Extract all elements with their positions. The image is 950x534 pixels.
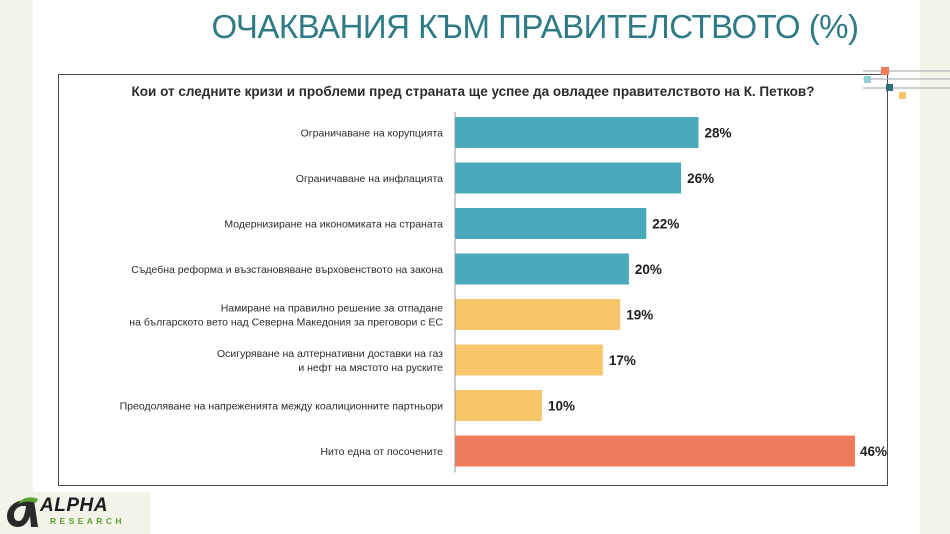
category-label: Осигуряване на алтернативни доставки на … xyxy=(217,348,443,360)
category-label: Нито една от посочените xyxy=(320,446,443,458)
data-label: 28% xyxy=(704,126,731,141)
bar xyxy=(455,344,603,376)
category-label: Съдебна реформа и възстановяване върхове… xyxy=(131,264,443,276)
data-label: 19% xyxy=(626,308,653,323)
bar xyxy=(455,390,542,421)
bar xyxy=(455,162,682,194)
left-margin-band xyxy=(0,0,33,534)
data-label: 20% xyxy=(635,262,662,277)
alpha-research-logo: ALPHA RESEARCH xyxy=(0,492,150,534)
corner-decoration xyxy=(863,67,950,99)
alpha-logo-icon xyxy=(7,497,38,527)
bar xyxy=(455,117,699,148)
category-label: Преодоляване на напреженията между коали… xyxy=(120,401,444,413)
data-label: 17% xyxy=(609,353,636,368)
data-label: 10% xyxy=(548,399,575,414)
page-title: ОЧАКВАНИЯ КЪМ ПРАВИТЕЛСТВОТО (%) xyxy=(211,8,859,45)
bar xyxy=(455,208,647,239)
data-label: 26% xyxy=(687,171,714,186)
category-label: Ограничаване на корупцията xyxy=(301,128,444,140)
category-label: Модернизиране на икономиката на страната xyxy=(224,219,443,231)
bar xyxy=(455,435,855,467)
category-label: Намиране на правилно решение за отпадане xyxy=(221,303,443,315)
chart-title: Кои от следните кризи и проблеми пред ст… xyxy=(131,84,815,99)
logo-name: ALPHA xyxy=(40,495,108,516)
logo-subtitle: RESEARCH xyxy=(50,516,125,526)
right-margin-band xyxy=(920,0,950,534)
bar xyxy=(455,253,629,285)
bar xyxy=(455,299,621,330)
category-label: на българското вето над Северна Македони… xyxy=(129,317,443,329)
data-label: 46% xyxy=(860,444,887,459)
data-label: 22% xyxy=(652,217,679,232)
category-label: и нефт на мястото на руските xyxy=(298,362,443,374)
category-label: Ограничаване на инфлацията xyxy=(296,173,443,185)
